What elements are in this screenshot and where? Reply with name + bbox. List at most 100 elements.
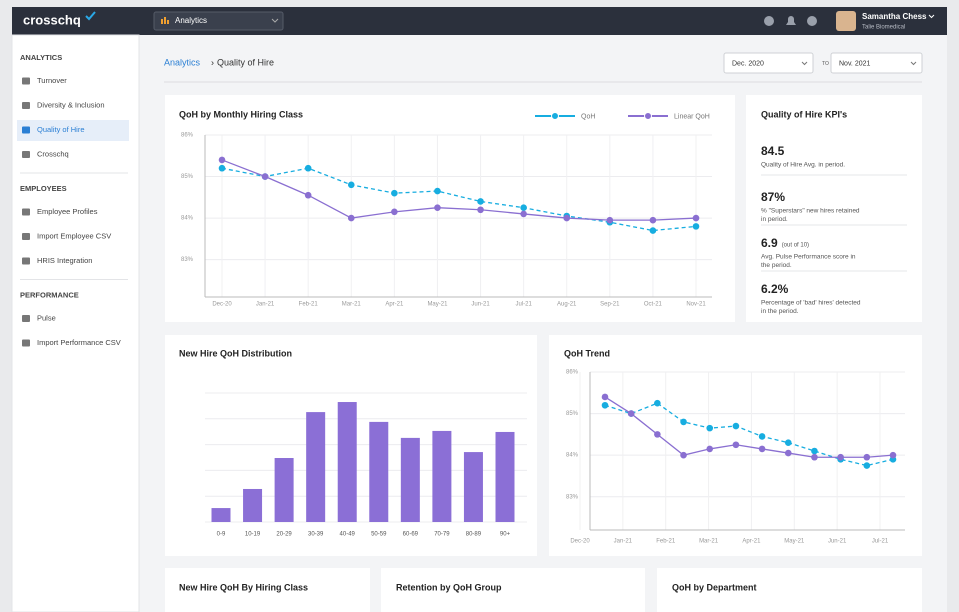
nav-icon [22, 257, 30, 265]
y-tick-label: 84% [181, 216, 194, 222]
x-tick-label: 70-79 [434, 532, 450, 538]
bar [306, 412, 326, 522]
date-from-label: Dec. 2020 [732, 60, 764, 67]
nav-icon [22, 126, 30, 134]
data-point [601, 393, 609, 401]
card [657, 568, 922, 612]
avatar[interactable] [836, 11, 856, 31]
card [381, 568, 645, 612]
kpi-value: 87% [761, 190, 785, 204]
module-icon [167, 20, 169, 24]
y-tick-label: 85% [181, 174, 194, 180]
chart-title: New Hire QoH Distribution [179, 348, 292, 358]
nav-item[interactable]: HRIS Integration [37, 256, 92, 265]
x-tick-label: Dec-20 [212, 302, 232, 308]
series-line [221, 167, 697, 232]
x-tick-label: Feb-21 [299, 302, 319, 308]
nav-item[interactable]: Diversity & Inclusion [37, 100, 105, 109]
x-tick-label: Jan-21 [256, 302, 275, 308]
data-point [627, 410, 635, 417]
data-point [784, 449, 792, 457]
y-tick-label: 83% [181, 257, 194, 263]
nav-icon [22, 77, 30, 85]
nav-icon [22, 151, 30, 158]
x-tick-label: 50-59 [371, 532, 387, 538]
data-point [520, 210, 527, 218]
x-tick-label: Nov-21 [686, 302, 706, 308]
data-point [811, 447, 818, 455]
data-point [304, 191, 312, 199]
bell-icon[interactable] [786, 16, 796, 25]
breadcrumb-sep: › [211, 57, 214, 67]
nav-item[interactable]: Import Employee CSV [37, 231, 111, 240]
kpi-label: the period. [761, 262, 792, 269]
data-point [520, 204, 527, 211]
x-tick-label: 90+ [500, 532, 511, 538]
data-point [811, 453, 818, 461]
nav-item[interactable]: Employee Profiles [37, 207, 98, 216]
nav-icon [22, 233, 30, 240]
active-highlight [17, 120, 129, 141]
data-point [261, 173, 269, 180]
data-point [563, 214, 571, 222]
data-point [837, 453, 844, 461]
sidebar-heading: ANALYTICS [20, 53, 62, 62]
x-tick-label: 20-29 [276, 532, 292, 538]
user-company: Talie Biomedical [862, 25, 905, 31]
data-point [601, 401, 609, 409]
data-point [347, 181, 355, 189]
settings-icon[interactable] [807, 16, 817, 26]
data-point [434, 187, 441, 195]
data-point [680, 418, 687, 426]
module-select[interactable] [153, 11, 284, 31]
bar [337, 402, 357, 522]
kpi-label: % "Superstars" new hires retained [761, 208, 860, 215]
module-icon [161, 19, 163, 24]
nav-item[interactable]: Turnover [37, 76, 67, 85]
data-point [649, 216, 657, 224]
x-tick-label: Sep-21 [600, 302, 620, 308]
x-tick-label: Jul-21 [872, 539, 889, 545]
y-tick-label: 83% [566, 494, 579, 500]
module-icon [164, 17, 166, 24]
nav-item[interactable]: Crosschq [37, 149, 69, 158]
data-point [477, 206, 484, 214]
data-point [706, 445, 714, 453]
help-icon[interactable] [764, 16, 774, 26]
chart-title: QoH Trend [564, 348, 610, 358]
x-tick-label: Jan-21 [614, 539, 633, 545]
card [746, 95, 922, 322]
data-point [304, 164, 312, 172]
panel-title: QoH by Department [672, 582, 757, 592]
kpi-label: in period. [761, 216, 788, 223]
series-line [604, 402, 894, 467]
nav-icon [22, 339, 30, 347]
nav-item[interactable]: Quality of Hire [37, 125, 85, 134]
date-from[interactable] [723, 52, 814, 74]
data-point [692, 214, 700, 222]
series-line [221, 159, 697, 221]
x-tick-label: 10-19 [245, 532, 261, 538]
data-point [654, 399, 661, 407]
data-point [391, 208, 398, 216]
data-point [218, 164, 226, 172]
series-line [604, 396, 894, 458]
x-tick-label: 30-39 [308, 532, 324, 538]
x-tick-label: Mar-21 [699, 539, 719, 545]
kpi-value: 84.5 [761, 144, 785, 158]
bar [243, 488, 263, 522]
date-to[interactable] [830, 52, 923, 74]
kpi-value: 6.9 [761, 236, 778, 250]
nav-item[interactable]: Pulse [37, 313, 56, 322]
logo-check [85, 11, 96, 21]
breadcrumb-link[interactable]: Analytics [164, 57, 201, 67]
data-point [606, 216, 614, 224]
logo[interactable]: crosschq [23, 12, 81, 27]
x-tick-label: Jul-21 [515, 302, 532, 308]
nav-item[interactable]: Import Performance CSV [37, 338, 121, 347]
kpi-label: Percentage of 'bad' hires' detected [761, 300, 861, 307]
data-point [218, 156, 226, 164]
x-tick-label: May-21 [427, 302, 448, 308]
user-name[interactable]: Samantha Chess [862, 12, 927, 21]
